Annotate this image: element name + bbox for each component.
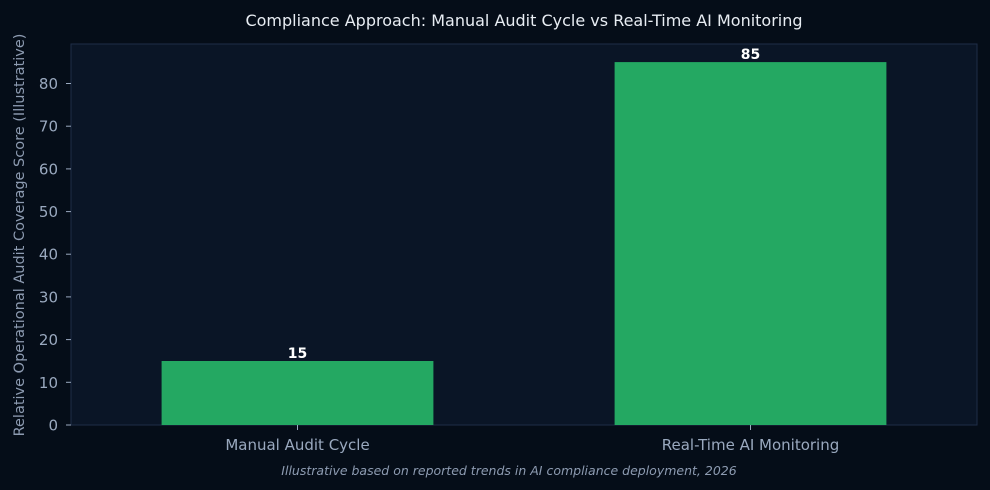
value-label-0: 15 <box>288 346 307 362</box>
bar-0 <box>161 361 434 425</box>
y-tick-label-5: 50 <box>39 203 58 221</box>
y-tick-label-7: 70 <box>39 118 58 136</box>
x-tick-label-1: Real-Time AI Monitoring <box>662 436 840 454</box>
y-tick-label-3: 30 <box>39 288 58 306</box>
y-tick-label-2: 20 <box>39 331 58 349</box>
chart-caption: Illustrative based on reported trends in… <box>281 463 736 478</box>
chart-title: Compliance Approach: Manual Audit Cycle … <box>245 11 802 30</box>
y-tick-label-1: 10 <box>39 374 58 392</box>
y-tick-label-4: 40 <box>39 246 58 264</box>
y-tick-label-8: 80 <box>39 75 58 93</box>
x-tick-label-0: Manual Audit Cycle <box>225 436 369 454</box>
y-tick-label-6: 60 <box>39 160 58 178</box>
y-tick-label-0: 0 <box>48 417 58 435</box>
y-axis-label: Relative Operational Audit Coverage Scor… <box>12 34 28 437</box>
value-label-1: 85 <box>741 47 760 63</box>
bar-1 <box>614 62 887 425</box>
